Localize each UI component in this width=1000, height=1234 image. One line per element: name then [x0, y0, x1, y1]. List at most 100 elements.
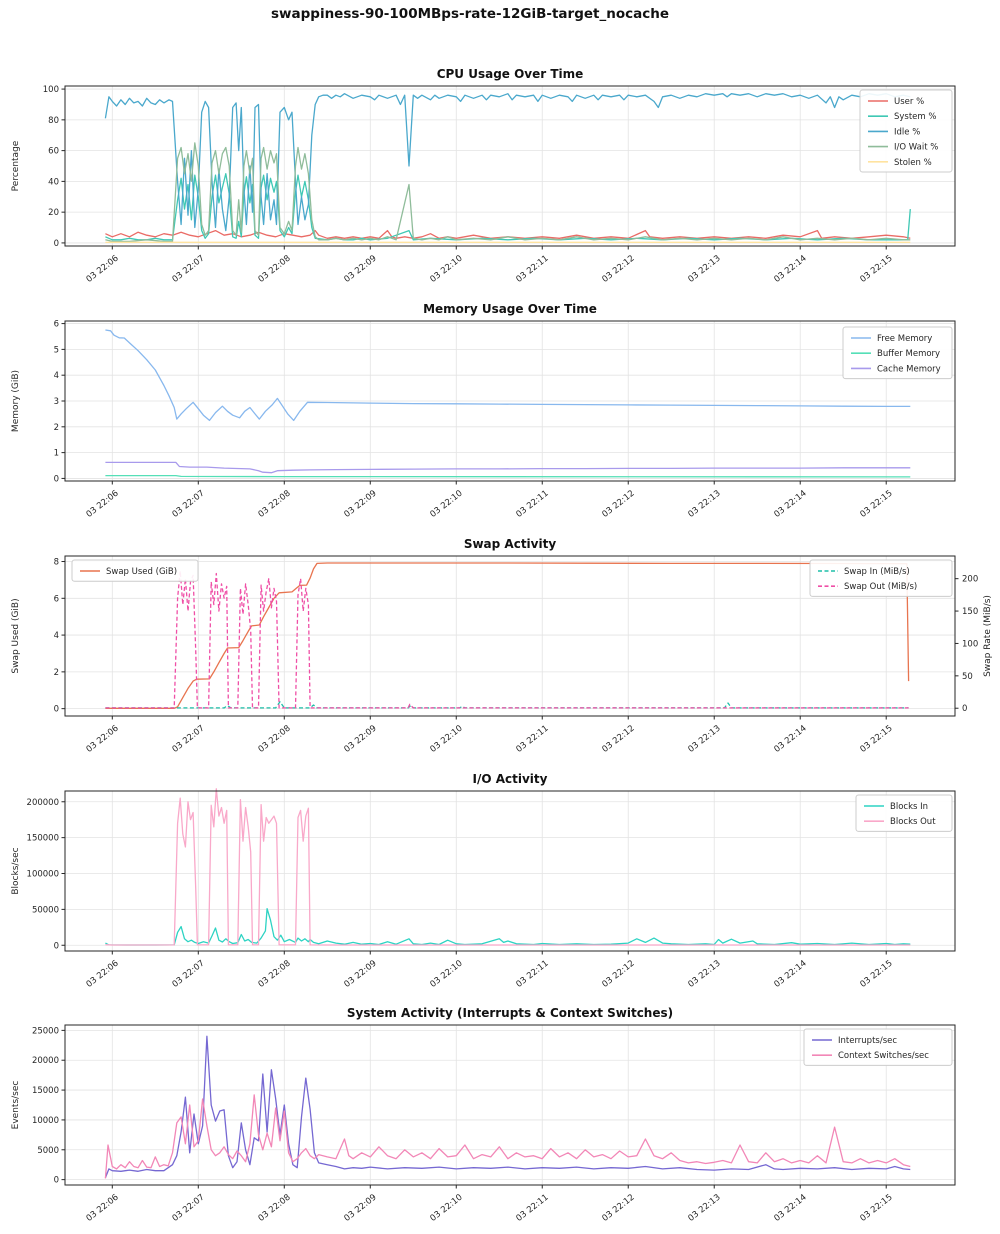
swap-activity-series-swap-out-mib-s [105, 570, 909, 709]
x-tick-label: 03 22:15 [858, 959, 894, 990]
legend-box [71, 559, 199, 582]
x-tick-label: 03 22:14 [772, 1193, 808, 1224]
legend-label: Swap Out (MiB/s) [844, 582, 917, 592]
x-tick-label: 03 22:10 [428, 489, 464, 520]
x-tick-label: 03 22:06 [85, 724, 121, 755]
system-activity-series-context-switches-sec [104, 1094, 911, 1179]
x-tick-label: 03 22:08 [257, 489, 293, 520]
memory-usage-series-cache-memory [105, 461, 911, 474]
y-tick-label: 0 [54, 941, 59, 951]
y-tick-label: 40 [48, 177, 59, 187]
x-tick-label: 03 22:07 [171, 254, 207, 285]
y-tick-label: 0 [54, 1176, 59, 1186]
x-tick-label: 03 22:10 [428, 724, 464, 755]
x-tick-label: 03 22:06 [85, 1193, 121, 1224]
swap-activity-series-swap-used-gib [105, 562, 910, 709]
x-tick-label: 03 22:11 [514, 724, 550, 755]
legend-label: I/O Wait % [894, 143, 938, 153]
y-axis-label: Percentage [11, 140, 21, 191]
y-tick-label: 4 [54, 631, 59, 641]
y-tick-label: 0 [54, 705, 59, 715]
y-tick-label: 3 [54, 397, 59, 407]
y-tick-label: 80 [48, 116, 59, 126]
y-tick-label: 2 [54, 423, 59, 433]
system-activity-chart: 0 5000 10000 15000 20000 25000 03 22:06 03 22:0… [0, 999, 1000, 1234]
x-tick-label: 03 22:14 [772, 254, 808, 285]
x-tick-label: 03 22:06 [85, 254, 121, 285]
memory-usage-series-buffer-memory [105, 474, 911, 478]
x-tick-label: 03 22:08 [257, 1193, 293, 1224]
y-tick-label: 0 [54, 474, 59, 484]
x-tick-label: 03 22:15 [858, 254, 894, 285]
cpu-usage-series-i-o-wait [105, 142, 911, 243]
swap-activity-chart: 0 2 4 6 8 0 50 100 150 200 Swap Rate (MiB/s) 03 22:… [0, 530, 1000, 765]
legend-label: Free Memory [877, 334, 932, 344]
legend-label: Buffer Memory [877, 349, 940, 359]
x-tick-label: 03 22:09 [343, 724, 379, 755]
x-tick-label: 03 22:11 [514, 489, 550, 520]
x-tick-label: 03 22:11 [514, 254, 550, 285]
x-tick-label: 03 22:12 [600, 724, 636, 755]
legend-label: Swap In (MiB/s) [844, 567, 910, 577]
y-axis-label-right: Swap Rate (MiB/s) [983, 595, 993, 677]
y-tick-label-right: 150 [962, 607, 978, 617]
cpu-usage-plot: 0 20 40 60 80 100 03 22:06 03 22:07 03 22:08 03 2… [11, 67, 956, 285]
y-tick-label: 150000 [27, 834, 59, 844]
y-tick-label: 15000 [32, 1086, 59, 1096]
legend-label: Stolen % [894, 158, 932, 168]
chart-title: CPU Usage Over Time [437, 67, 584, 81]
y-tick-label: 6 [54, 594, 59, 604]
swap-activity-plot: 0 2 4 6 8 0 50 100 150 200 Swap Rate (MiB/s) 03 22:… [11, 537, 993, 755]
memory-usage-axes: 0 1 2 3 4 5 6 03 22:06 03 22:07 03 22:08 03 22:09 0… [11, 302, 956, 520]
x-tick-label: 03 22:08 [257, 254, 293, 285]
legend-box [803, 1028, 953, 1066]
y-tick-label: 5000 [37, 1146, 59, 1156]
y-tick-label: 6 [54, 320, 59, 330]
io-activity-axes: 0 50000 100000 150000 200000 03 22:06 03 22:07… [11, 772, 956, 990]
legend-box [842, 326, 953, 380]
plot-border [64, 555, 956, 717]
x-tick-label: 03 22:10 [428, 1193, 464, 1224]
y-tick-label-right: 50 [962, 672, 973, 682]
x-tick-label: 03 22:08 [257, 959, 293, 990]
x-tick-label: 03 22:09 [343, 959, 379, 990]
chart-title: System Activity (Interrupts & Context Sw… [347, 1006, 673, 1020]
x-tick-label: 03 22:06 [85, 959, 121, 990]
x-tick-label: 03 22:06 [85, 489, 121, 520]
io-activity-series-blocks-in [105, 908, 911, 946]
swap-activity-legend: Swap In (MiB/s) Swap Out (MiB/s) [809, 559, 953, 597]
x-tick-label: 03 22:13 [686, 254, 722, 285]
chart-title: I/O Activity [473, 772, 548, 786]
x-tick-label: 03 22:07 [171, 959, 207, 990]
y-tick-label: 0 [54, 239, 59, 249]
y-axis-label: Swap Used (GiB) [11, 598, 21, 673]
cpu-usage-series-idle [104, 93, 911, 232]
x-tick-label: 03 22:14 [772, 959, 808, 990]
y-tick-label: 20 [48, 208, 59, 218]
y-tick-label: 2 [54, 668, 59, 678]
y-tick-label: 100 [43, 85, 59, 95]
y-tick-label-right: 0 [962, 704, 967, 714]
legend-label: Swap Used (GiB) [106, 567, 177, 577]
y-tick-label: 4 [54, 371, 59, 381]
legend-label: Blocks In [890, 802, 928, 812]
legend-box [855, 794, 953, 832]
y-axis-label: Blocks/sec [11, 847, 21, 894]
x-tick-label: 03 22:07 [171, 1193, 207, 1224]
cpu-usage-chart: 0 20 40 60 80 100 03 22:06 03 22:07 03 22:08 03 2… [0, 60, 1000, 295]
x-tick-label: 03 22:09 [343, 489, 379, 520]
x-tick-label: 03 22:13 [686, 1193, 722, 1224]
cpu-usage-axes: 0 20 40 60 80 100 03 22:06 03 22:07 03 22:08 03 2… [11, 67, 956, 285]
x-tick-label: 03 22:14 [772, 489, 808, 520]
legend-label: User % [894, 97, 924, 107]
legend-box [859, 89, 953, 173]
swap-activity-legend: Swap Used (GiB) [71, 559, 199, 582]
memory-usage-legend: Free Memory Buffer Memory Cache Memory [842, 326, 953, 380]
y-tick-label: 8 [54, 558, 59, 568]
memory-usage-plot: 0 1 2 3 4 5 6 03 22:06 03 22:07 03 22:08 03 22:09 0… [11, 302, 956, 520]
chart-title: Swap Activity [464, 537, 557, 551]
plot-border [64, 85, 956, 247]
x-tick-label: 03 22:13 [686, 959, 722, 990]
chart-title: Memory Usage Over Time [423, 302, 597, 316]
